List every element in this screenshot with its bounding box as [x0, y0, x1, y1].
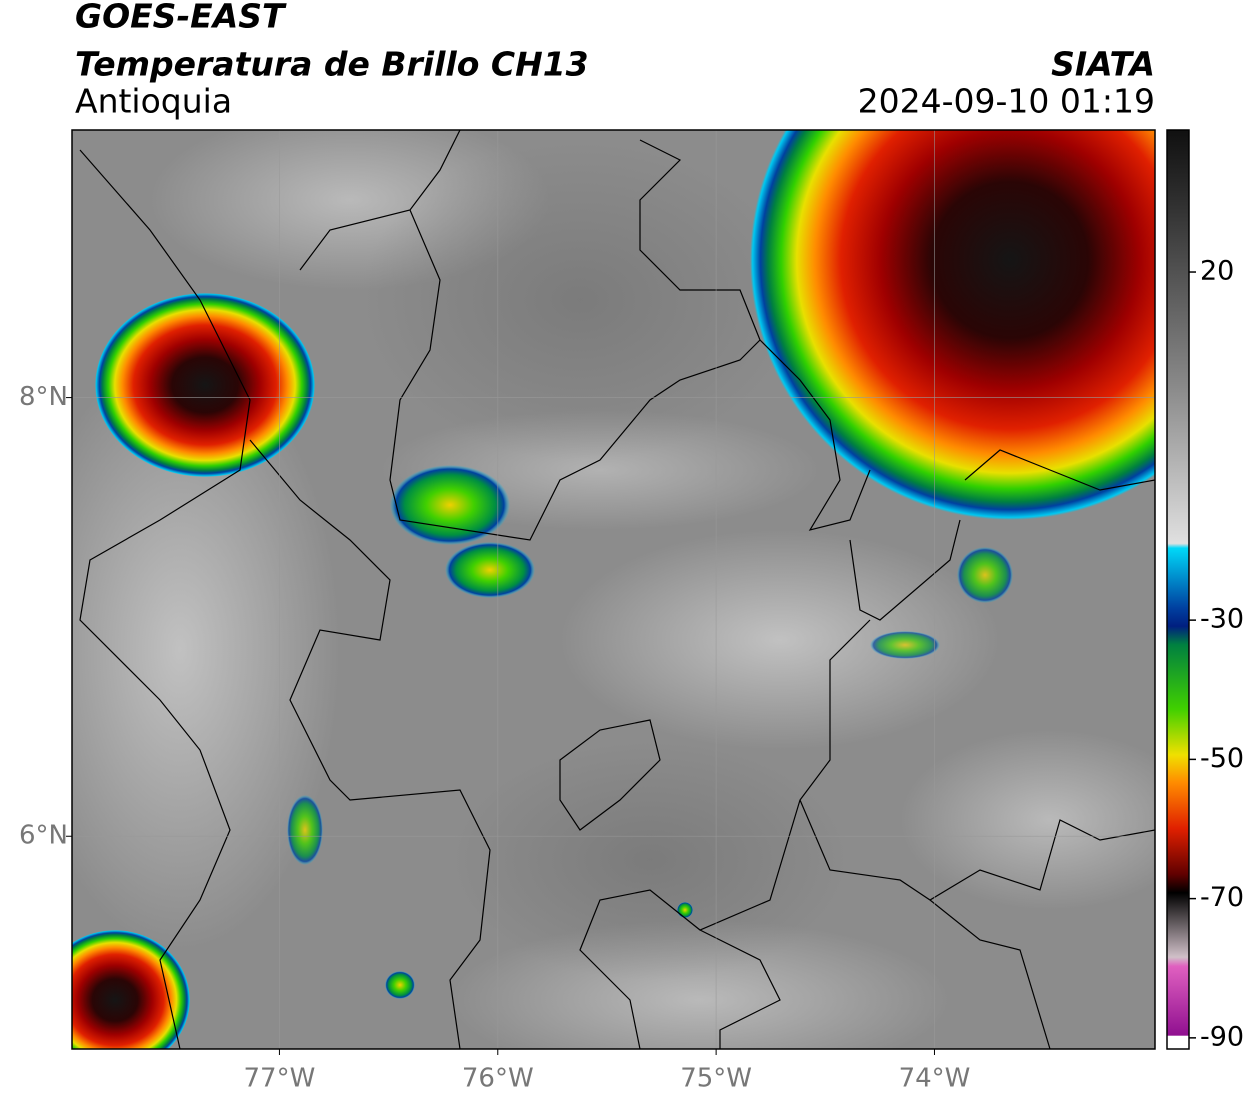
satellite-image: [72, 130, 1155, 1049]
colorbar-tick-label: -50: [1200, 743, 1244, 774]
source: SIATA: [1051, 45, 1155, 84]
region: Antioquia: [75, 82, 232, 121]
lon-tick-label: 77°W: [244, 1064, 316, 1094]
subtitle: Temperatura de Brillo CH13: [75, 45, 589, 84]
colorbar-tick-label: 20: [1200, 256, 1234, 287]
graticule: [72, 130, 1155, 1049]
lon-tick-label: 75°W: [680, 1064, 752, 1094]
lon-tick-label: 74°W: [899, 1064, 971, 1094]
colorbar: [1166, 129, 1190, 1050]
colorbar-tick-label: -90: [1200, 1021, 1244, 1052]
title: GOES-EAST: [75, 0, 287, 36]
datetime: 2024-09-10 01:19: [858, 82, 1155, 121]
colorbar-tick-label: -30: [1200, 604, 1244, 635]
lat-tick-label: 8°N: [19, 382, 68, 412]
lat-tick-label: 6°N: [19, 821, 68, 851]
lon-tick-label: 76°W: [462, 1064, 534, 1094]
map-frame: [71, 129, 1156, 1050]
colorbar-tick-label: -70: [1200, 882, 1244, 913]
